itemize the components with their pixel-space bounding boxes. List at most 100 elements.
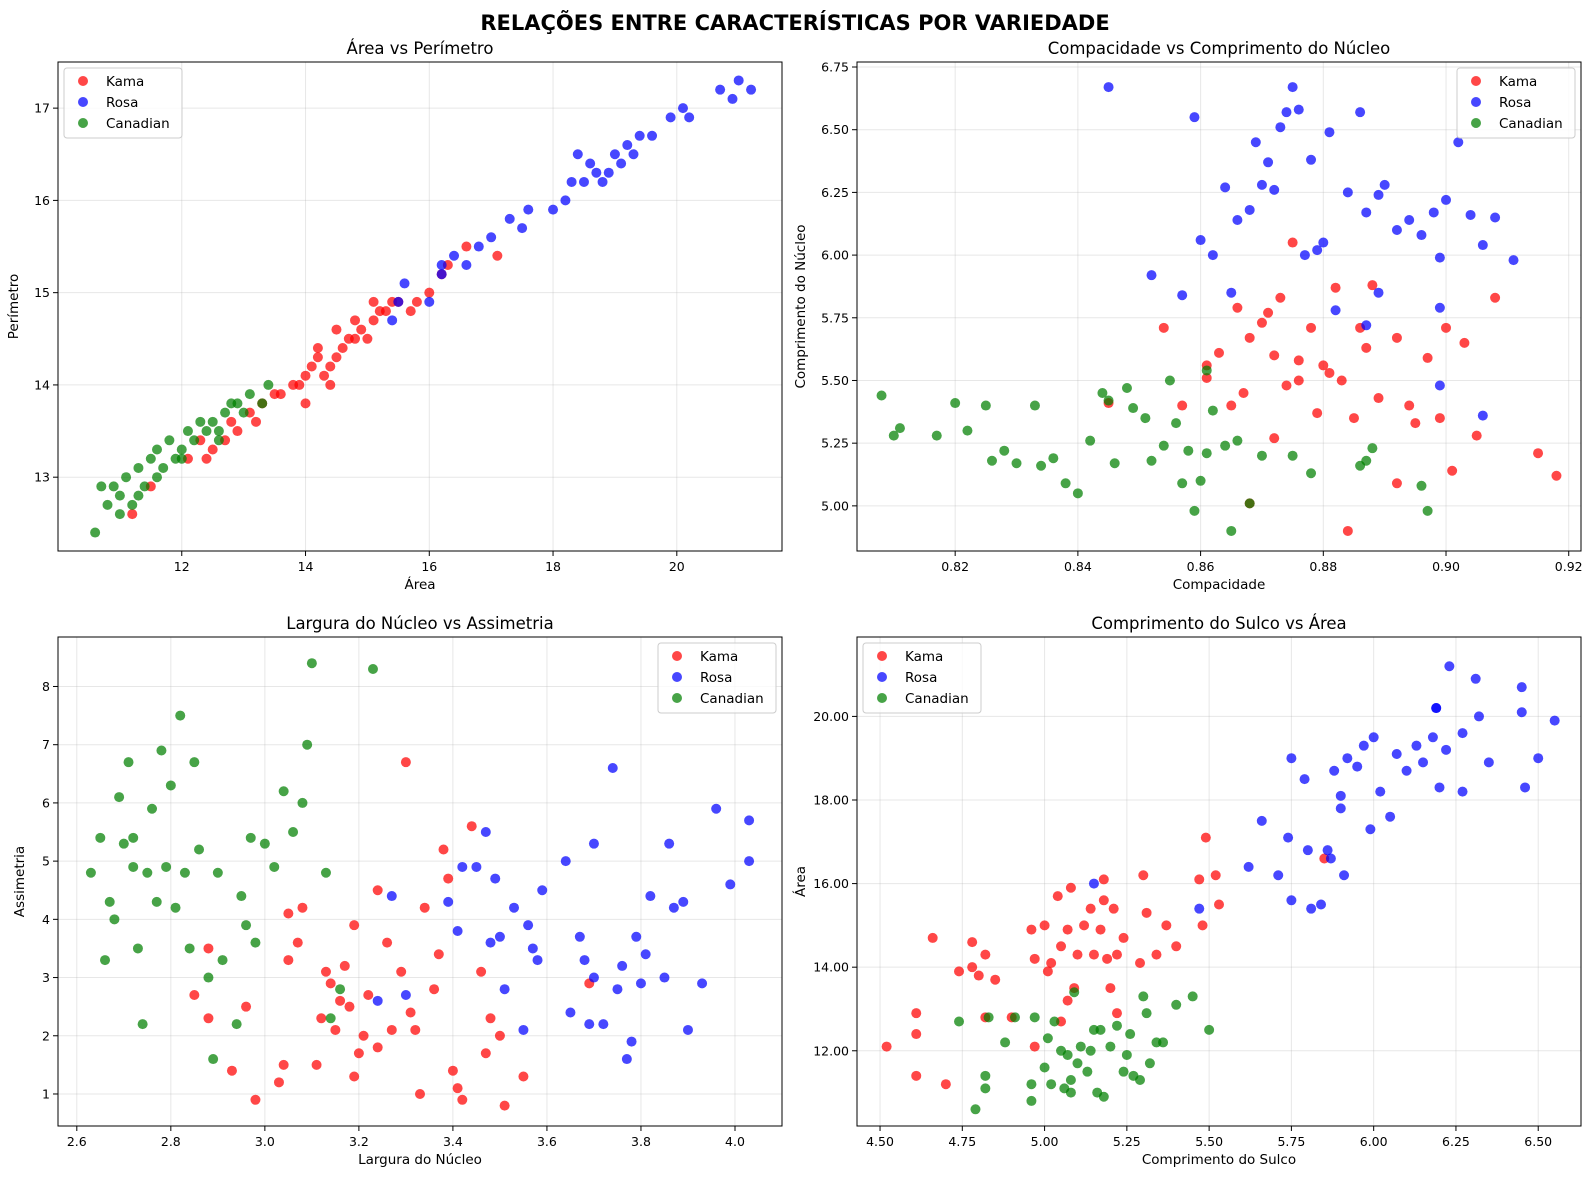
data-point [283, 908, 294, 919]
y-tick-label: 16.00 [813, 876, 849, 891]
chart-title: Compacidade vs Comprimento do Núcleo [1048, 39, 1391, 58]
data-point [1348, 413, 1359, 424]
y-tick-label: 5.75 [821, 310, 849, 325]
data-point [1189, 112, 1200, 123]
legend-box [63, 67, 183, 139]
data-point [457, 1094, 468, 1105]
data-point [494, 1030, 505, 1041]
data-point [156, 745, 167, 756]
data-point [213, 435, 224, 446]
data-point [114, 509, 125, 520]
data-point [133, 462, 144, 473]
data-point [175, 710, 186, 721]
data-point [1329, 765, 1340, 776]
y-tick-label: 4 [42, 912, 50, 927]
data-point [494, 931, 505, 942]
chart-title: Largura do Núcleo vs Assimetria [286, 614, 553, 633]
data-point [306, 658, 317, 669]
legend-marker [672, 651, 682, 661]
data-point [1046, 1079, 1057, 1090]
data-point [1473, 711, 1484, 722]
data-point [386, 1024, 397, 1035]
x-axis-label: Largura do Núcleo [358, 1152, 482, 1168]
data-point [1026, 1079, 1037, 1090]
data-point [182, 426, 193, 437]
data-point [677, 103, 688, 114]
data-point [380, 306, 391, 317]
x-tick-label: 3.6 [537, 1134, 557, 1149]
data-point [151, 896, 162, 907]
data-point [1226, 400, 1237, 411]
data-point [1065, 882, 1076, 893]
x-tick-label: 2.8 [161, 1134, 181, 1149]
x-tick-label: 4.75 [948, 1134, 976, 1149]
data-point [1375, 786, 1386, 797]
data-point [1128, 403, 1139, 414]
data-point [316, 1013, 327, 1024]
data-point [1105, 983, 1116, 994]
data-point [1335, 803, 1346, 814]
y-tick-label: 20.00 [813, 709, 849, 724]
plot-area [58, 62, 782, 551]
y-tick-label: 8 [42, 679, 50, 694]
data-point [888, 430, 899, 441]
y-tick-label: 13 [34, 470, 50, 485]
x-tick-label: 0.84 [1064, 559, 1092, 574]
data-point [1422, 505, 1433, 516]
data-point [241, 1001, 252, 1012]
data-point [1243, 861, 1254, 872]
data-point [297, 797, 308, 808]
data-point [1098, 1091, 1109, 1102]
chart-title: Área vs Perímetro [347, 39, 494, 58]
x-tick-label: 3.8 [631, 1134, 651, 1149]
data-point [1039, 1062, 1050, 1073]
data-point [1508, 255, 1519, 266]
data-point [1098, 874, 1109, 885]
data-point [1275, 292, 1286, 303]
data-point [325, 978, 336, 989]
data-point [622, 140, 633, 151]
data-point [1299, 774, 1310, 785]
x-tick-label: 5.25 [1113, 1134, 1141, 1149]
data-point [203, 943, 214, 954]
legend-label: Canadian [905, 691, 969, 707]
y-tick-label: 16 [34, 193, 50, 208]
data-point [1141, 907, 1152, 918]
data-point [1287, 237, 1298, 248]
data-point [319, 370, 330, 381]
data-point [433, 949, 444, 960]
data-point [1195, 475, 1206, 486]
data-point [1520, 782, 1531, 793]
data-point [1111, 949, 1122, 960]
data-point [499, 984, 510, 995]
y-tick-label: 2 [42, 1028, 50, 1043]
data-point [1434, 252, 1445, 263]
data-point [1418, 757, 1429, 768]
data-point [399, 278, 410, 289]
series-canadian [90, 379, 274, 538]
data-point [436, 259, 447, 270]
data-point [1477, 410, 1488, 421]
data-point [362, 333, 373, 344]
data-point [335, 984, 346, 995]
data-point [523, 920, 534, 931]
data-point [1042, 966, 1053, 977]
series-canadian [954, 987, 1215, 1115]
y-tick-label: 1 [42, 1086, 50, 1101]
legend: Kama Rosa Canadian [1456, 67, 1576, 139]
data-point [1358, 740, 1369, 751]
data-point [1325, 853, 1336, 864]
data-point [1214, 347, 1224, 358]
data-point [1404, 400, 1415, 411]
y-axis-label: Área [792, 866, 809, 897]
legend-label: Kama [700, 649, 738, 665]
data-point [485, 1013, 496, 1024]
data-point [400, 757, 411, 768]
data-point [911, 1029, 922, 1040]
data-point [1336, 375, 1347, 386]
data-point [104, 896, 115, 907]
data-point [259, 838, 270, 849]
data-point [1293, 375, 1304, 386]
data-point [1453, 137, 1464, 148]
series-canadian [876, 365, 1433, 536]
